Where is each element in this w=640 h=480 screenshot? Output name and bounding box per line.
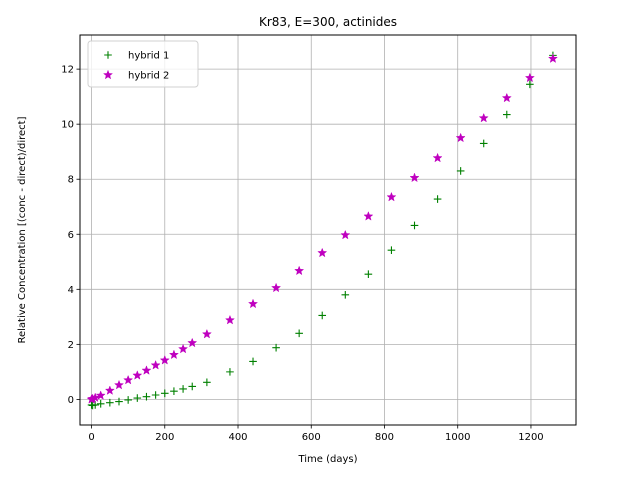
y-axis-label: Relative Concentration [(conc - direct)/… <box>17 116 28 343</box>
data-point-plus <box>179 385 187 393</box>
data-point-plus <box>124 396 132 404</box>
data-point-plus <box>410 221 419 230</box>
data-point-plus <box>151 391 160 399</box>
data-point-star <box>123 374 134 385</box>
data-point-plus <box>387 246 396 255</box>
data-point-star <box>247 298 259 309</box>
data-point-plus <box>341 291 350 299</box>
data-point-star <box>159 355 170 365</box>
data-point-plus <box>142 392 151 401</box>
x-tick-label: 200 <box>155 432 174 443</box>
data-point-star <box>95 390 106 400</box>
data-point-star <box>271 282 282 293</box>
legend-box <box>87 40 199 88</box>
y-tick-label: 8 <box>68 175 74 186</box>
y-tick-label: 2 <box>68 340 74 351</box>
data-point-star <box>132 370 143 380</box>
legend-plus-icon <box>104 51 112 59</box>
data-point-star <box>104 385 115 395</box>
x-tick-label: 800 <box>375 432 394 443</box>
x-tick-label: 1000 <box>445 432 470 443</box>
data-point-star <box>409 172 420 183</box>
data-point-plus <box>526 80 534 89</box>
legend-label: hybrid 1 <box>128 51 169 62</box>
y-tick-label: 12 <box>61 65 74 76</box>
y-tick-label: 10 <box>61 120 74 131</box>
data-point-star <box>141 365 152 375</box>
data-point-plus <box>160 389 169 398</box>
data-point-star <box>547 53 558 63</box>
x-tick-label: 0 <box>88 432 94 443</box>
data-point-star <box>455 132 466 143</box>
data-point-star <box>201 328 212 339</box>
data-point-star <box>168 349 179 360</box>
data-point-star <box>524 72 535 83</box>
data-point-star <box>178 343 189 354</box>
data-point-star <box>478 112 489 123</box>
y-tick-label: 6 <box>68 230 74 241</box>
data-point-star <box>432 152 443 163</box>
legend: hybrid 1 hybrid 2 <box>87 40 199 88</box>
data-point-plus <box>226 368 234 376</box>
y-tick-label: 4 <box>68 285 74 296</box>
data-point-star <box>150 359 161 370</box>
data-point-star <box>386 191 397 202</box>
y-tick-label: 0 <box>68 395 74 406</box>
data-point-plus <box>318 311 327 320</box>
data-point-plus <box>188 382 197 391</box>
data-point-star <box>90 392 101 403</box>
data-point-star <box>340 229 351 240</box>
data-point-star <box>224 314 236 325</box>
data-point-star <box>317 247 328 258</box>
legend-label: hybrid 2 <box>128 71 169 82</box>
data-point-star <box>187 337 198 348</box>
data-point-plus <box>479 139 488 148</box>
legend-star-icon <box>102 69 114 80</box>
data-point-plus <box>203 378 211 387</box>
series-hybrid-2 <box>86 53 558 404</box>
x-axis-label: Time (days) <box>297 454 357 465</box>
data-point-star <box>501 92 512 103</box>
chart-title: Kr83, E=300, actinides <box>259 15 397 29</box>
data-point-plus <box>272 343 280 352</box>
data-point-plus <box>433 195 442 203</box>
x-tick-label: 400 <box>228 432 247 443</box>
data-point-plus <box>502 110 511 119</box>
data-point-plus <box>295 329 303 338</box>
series-hybrid-1 <box>87 51 557 410</box>
data-point-star <box>113 379 125 390</box>
data-point-plus <box>96 400 105 408</box>
plot-frame <box>79 34 577 426</box>
data-point-plus <box>249 357 257 366</box>
data-point-plus <box>456 167 465 175</box>
data-point-plus <box>115 397 123 406</box>
data-point-star <box>294 265 305 276</box>
x-tick-label: 1200 <box>518 432 543 443</box>
series-layer <box>86 51 558 410</box>
data-point-star <box>363 211 374 221</box>
data-point-plus <box>133 394 142 402</box>
x-tick-label: 600 <box>302 432 321 443</box>
grid <box>80 35 576 425</box>
data-point-plus <box>364 270 373 278</box>
data-point-plus <box>170 387 178 395</box>
ticks: 0 200 400 600 800 1000 1200 0 2 4 6 8 10 12 <box>61 65 543 443</box>
data-point-plus <box>106 398 114 407</box>
